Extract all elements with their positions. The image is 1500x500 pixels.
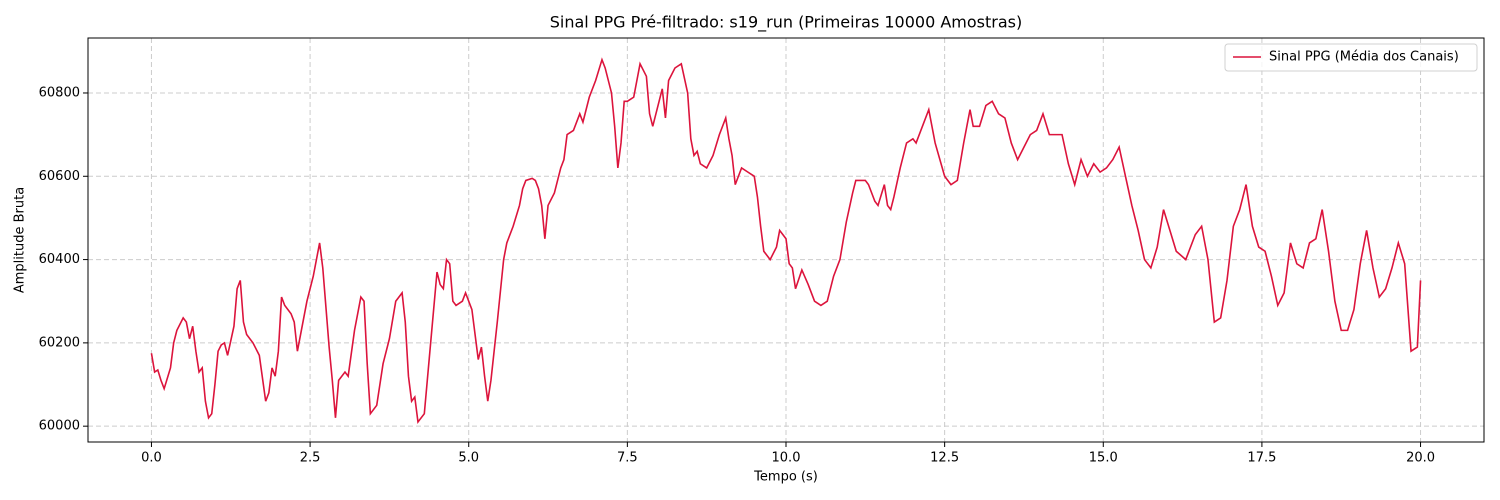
y-tick-label: 60600 <box>39 169 80 184</box>
x-tick-label: 17.5 <box>1247 451 1276 466</box>
y-axis-label: Amplitude Bruta <box>13 187 28 293</box>
y-tick-label: 60000 <box>39 419 80 434</box>
x-tick-label: 12.5 <box>930 451 959 466</box>
chart-title: Sinal PPG Pré-filtrado: s19_run (Primeir… <box>550 13 1023 33</box>
x-tick-label: 2.5 <box>300 451 321 466</box>
y-tick-label: 60200 <box>39 335 80 350</box>
legend-label: Sinal PPG (Média dos Canais) <box>1269 50 1459 65</box>
x-tick-label: 10.0 <box>772 451 801 466</box>
x-tick-label: 5.0 <box>458 451 479 466</box>
legend-box <box>1224 43 1478 72</box>
y-tick-label: 60400 <box>39 252 80 267</box>
x-axis-label: Tempo (s) <box>753 470 818 485</box>
plot-frame <box>87 37 1485 443</box>
data-line <box>150 57 1422 425</box>
x-tick-label: 15.0 <box>1089 451 1118 466</box>
x-tick-label: 20.0 <box>1406 451 1435 466</box>
x-tick-label: 7.5 <box>617 451 638 466</box>
y-tick-label: 60800 <box>39 85 80 100</box>
x-tick-label: 0.0 <box>141 451 162 466</box>
